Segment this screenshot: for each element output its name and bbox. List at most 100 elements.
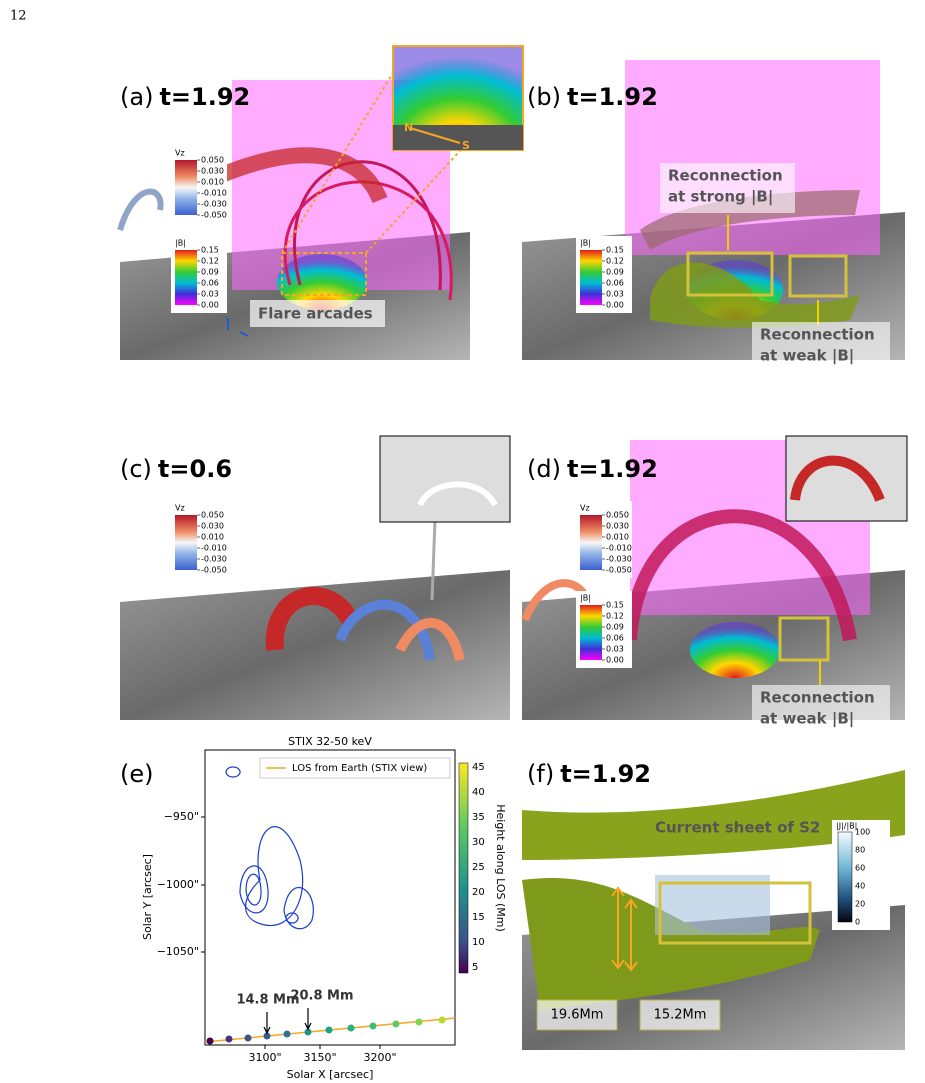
colorbar-tick-label: 40	[855, 882, 865, 891]
field-line	[395, 618, 465, 662]
colorbar-tick-label: 0.00	[201, 301, 219, 310]
colorbar-tick-label: 15	[472, 912, 485, 923]
x-tick-label: 3200"	[363, 1051, 396, 1064]
colorbar-tick-label: -0.050	[201, 566, 227, 575]
field-line	[117, 188, 164, 231]
colorbar-tick-label: 0.03	[201, 290, 219, 299]
colorbar-tick-label: 0.030	[201, 522, 224, 531]
colorbar-tick-label: 0.06	[606, 279, 624, 288]
inset-label: N	[404, 121, 413, 134]
point	[347, 1024, 355, 1032]
point	[206, 1037, 214, 1045]
annotation-box	[660, 163, 795, 213]
panel-letter: (a)	[120, 83, 153, 111]
measure-arrow	[611, 886, 638, 972]
panel-label: (b) t=1.92	[527, 83, 658, 111]
colorbar-tick-label: 0.09	[606, 268, 624, 277]
colorbar-tick-label: -0.010	[606, 544, 632, 553]
panel-label: (a) t=1.92	[120, 83, 250, 111]
field-line	[265, 587, 359, 651]
colorbar-tick-label: 0.12	[201, 257, 219, 266]
annotation: at strong |B|	[668, 188, 773, 207]
x-tick-label: 3100"	[248, 1051, 281, 1064]
annotation: at weak |B|	[760, 347, 854, 366]
colorbar-tick-label: 25	[472, 862, 485, 873]
axes-frame	[204, 749, 456, 1046]
annotation: 20.8 Mm	[290, 989, 353, 1004]
x-axis-label: Solar X [arcsec]	[287, 1068, 374, 1081]
y-tick-label: −1050"	[157, 945, 199, 958]
point	[283, 1030, 291, 1038]
colorbar-tick-label: 0.010	[606, 533, 629, 542]
annotation: 14.8 Mm	[236, 993, 299, 1008]
panel-c-scene	[120, 435, 511, 720]
panel-label: (d) t=1.92	[527, 455, 658, 483]
colorbar-tick-label: 35	[472, 812, 485, 823]
colorbar-tick-label: -0.010	[201, 544, 227, 553]
colorbar	[175, 250, 197, 305]
colorbar-tick-label: 100	[855, 828, 870, 837]
measure-label: 19.6Mm	[551, 1008, 604, 1023]
connector	[430, 519, 437, 601]
colorbar-tick-label: 80	[855, 846, 865, 855]
measure-box	[536, 999, 618, 1031]
colorbar-tick-label: 20	[472, 887, 485, 898]
y-axis-label: Solar Y [arcsec]	[141, 854, 154, 940]
highlight	[778, 616, 830, 662]
colorbar-tick-label: 0.12	[606, 612, 624, 621]
panel-time: t=1.92	[567, 83, 658, 111]
arrow	[409, 127, 461, 144]
colorbar-tick-label: -0.050	[201, 211, 227, 220]
panel-f-scene	[522, 770, 905, 1050]
colorbar	[175, 515, 197, 570]
field-line	[417, 481, 498, 507]
colorbar-tick-label: -0.030	[606, 555, 632, 564]
colorbar-tick-label: 0.030	[201, 167, 224, 176]
colorbar-tick-label: 0	[855, 918, 860, 927]
legend	[259, 757, 451, 779]
colorbar-tick-label: 0.00	[606, 301, 624, 310]
ground	[120, 570, 510, 720]
annotation: Current sheet of S2	[655, 819, 820, 837]
colorbar-tick-label: 20	[855, 900, 865, 909]
arcade	[690, 622, 780, 678]
x-tick-label: 3150"	[303, 1051, 336, 1064]
inset-label: S	[462, 139, 470, 152]
panel-label: (e)	[120, 760, 154, 788]
arrow	[263, 1008, 312, 1035]
highlight	[788, 254, 848, 298]
panel-label: (c) t=0.6	[120, 455, 232, 483]
panel-label: (f) t=1.92	[527, 760, 651, 788]
panel-time: t=1.92	[159, 83, 250, 111]
colorbar-tick-label: 0.050	[201, 511, 224, 520]
colorbar-title: |J|/|B|	[836, 822, 857, 831]
colorbar-tick-label: 0.15	[201, 246, 219, 255]
colorbar-title: |B|	[580, 594, 591, 603]
colorbar-tick-label: 60	[855, 864, 865, 873]
colorbar-tick-label: 0.09	[201, 268, 219, 277]
point	[415, 1018, 423, 1026]
colorbar-tick-label: 45	[472, 762, 485, 773]
colorbar	[580, 605, 602, 660]
colorbar-tick-label: 0.010	[201, 178, 224, 187]
panel-letter: (c)	[120, 455, 152, 483]
point	[392, 1020, 400, 1028]
colorbar-tick-label: 0.09	[606, 623, 624, 632]
measure-box	[639, 999, 721, 1031]
field-line	[623, 509, 857, 642]
colorbar-tick-label: 40	[472, 787, 485, 798]
colorbar-label: Height along LOS (Mm)	[494, 804, 507, 932]
colorbar-title: Vz	[175, 504, 185, 513]
measure-label: 15.2Mm	[654, 1008, 707, 1023]
panel-time: t=1.92	[560, 760, 651, 788]
annotation: Flare arcades	[258, 305, 373, 323]
annotation-box	[250, 300, 385, 327]
colorbar-tick-label: 0.00	[606, 656, 624, 665]
colorbar-tick-label: 0.030	[606, 522, 629, 531]
contour	[239, 865, 269, 914]
highlight	[686, 251, 774, 297]
annotation: Reconnection	[668, 167, 783, 185]
colorbar-title: Vz	[580, 504, 590, 513]
panel-e-plot	[204, 749, 469, 1046]
colorbar	[175, 160, 197, 215]
